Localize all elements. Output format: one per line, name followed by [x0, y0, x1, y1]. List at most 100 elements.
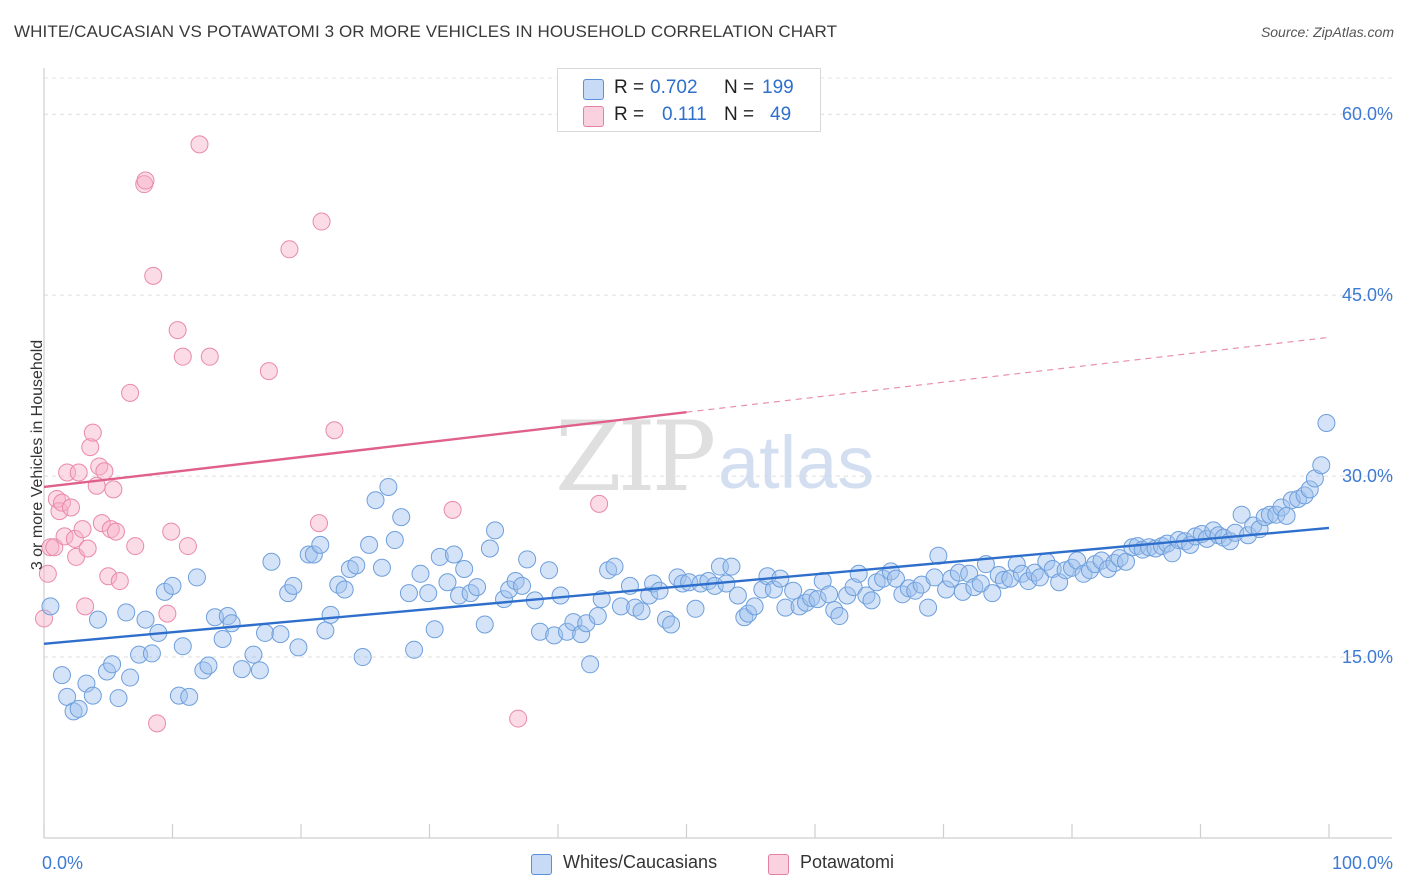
- potawatomi-point: [590, 494, 609, 513]
- whites-point: [784, 581, 803, 600]
- whites-point: [430, 547, 449, 566]
- legend-swatch-whites: [583, 79, 604, 100]
- potawatomi-point: [190, 135, 209, 154]
- whites-point: [199, 656, 218, 675]
- whites-point: [1295, 486, 1314, 505]
- potawatomi-point: [136, 171, 155, 190]
- potawatomi-point: [168, 321, 187, 340]
- y-axis-label: 3 or more Vehicles in Household: [29, 339, 46, 571]
- x-tick-label: 100.0%: [1332, 853, 1393, 873]
- potawatomi-point: [312, 212, 331, 231]
- potawatomi-point: [106, 522, 125, 541]
- whites-point: [130, 645, 149, 664]
- legend-r-value: 0.702: [650, 77, 698, 98]
- whites-point: [321, 605, 340, 624]
- legend-row-whites: R = 0.702 N = 199: [558, 73, 820, 101]
- potawatomi-point: [78, 539, 97, 558]
- watermark-zip: ZIP: [555, 401, 714, 513]
- bottom-legend-swatch-potawatomi: [768, 854, 789, 875]
- potawatomi-point: [73, 520, 92, 539]
- whites-point: [213, 629, 232, 648]
- whites-point: [299, 545, 318, 564]
- whites-point: [455, 559, 474, 578]
- whites-point: [468, 578, 487, 597]
- whites-point: [117, 603, 136, 622]
- whites-point: [194, 661, 213, 680]
- whites-point: [960, 564, 979, 583]
- whites-point: [187, 568, 206, 587]
- whites-point: [513, 576, 532, 595]
- whites-point: [1043, 559, 1062, 578]
- potawatomi-point: [61, 498, 80, 517]
- whites-point: [360, 535, 379, 554]
- potawatomi-point: [92, 514, 111, 533]
- whites-point: [347, 556, 366, 575]
- whites-point: [745, 597, 764, 616]
- whites-point: [205, 608, 224, 627]
- legend-r-label: R =: [614, 104, 645, 125]
- whites-point: [1232, 505, 1251, 524]
- potawatomi-point: [178, 537, 197, 556]
- legend-n-value: 49: [770, 104, 792, 125]
- whites-point: [764, 580, 783, 599]
- whites-point: [849, 564, 868, 583]
- whites-point: [739, 604, 758, 623]
- bottom-legend-label-whites: Whites/Caucasians: [563, 852, 718, 872]
- whites-point: [173, 637, 192, 656]
- whites-point: [728, 586, 747, 605]
- whites-point: [1012, 564, 1031, 583]
- whites-point: [480, 539, 499, 558]
- whites-point: [1277, 506, 1296, 525]
- whites-point: [392, 508, 411, 527]
- whites-point: [919, 598, 938, 617]
- whites-point: [577, 614, 596, 633]
- legend-row-potawatomi: R = 0.111 N = 49: [558, 100, 820, 128]
- axes: [43, 68, 1392, 839]
- whites-point: [557, 622, 576, 641]
- source-label: Source: ZipAtlas.com: [1260, 24, 1394, 40]
- whites-point: [103, 655, 122, 674]
- whites-point: [121, 668, 140, 687]
- whites-point: [222, 614, 241, 633]
- whites-point: [444, 545, 463, 564]
- whites-point: [438, 573, 457, 592]
- whites-point: [1025, 563, 1044, 582]
- whites-point: [109, 689, 128, 708]
- whites-point: [244, 645, 263, 664]
- correlation-legend: R = 0.702 N = 199 R = 0.111 N = 49: [557, 68, 821, 132]
- whites-point: [180, 687, 199, 706]
- potawatomi-point: [110, 572, 129, 591]
- whites-point: [1080, 561, 1099, 580]
- y-tick-label: 30.0%: [1342, 466, 1393, 486]
- whites-point: [540, 561, 559, 580]
- potawatomi-point: [47, 490, 66, 509]
- potawatomi-point: [38, 564, 57, 583]
- whites-point: [632, 602, 651, 621]
- whites-point: [1255, 508, 1274, 527]
- whites-point: [136, 610, 155, 629]
- potawatomi-trend-extension: [686, 336, 1330, 413]
- potawatomi-point: [95, 462, 114, 481]
- whites-point: [983, 584, 1002, 603]
- whites-point: [1163, 544, 1182, 563]
- whites-point: [284, 576, 303, 595]
- whites-point: [1068, 551, 1087, 570]
- whites-point: [588, 607, 607, 626]
- whites-point: [316, 621, 335, 640]
- whites-point: [1105, 553, 1124, 572]
- whites-point: [366, 491, 385, 510]
- whites-point: [385, 531, 404, 550]
- whites-point: [41, 597, 60, 616]
- whites-point: [605, 557, 624, 576]
- whites-point: [776, 598, 795, 617]
- legend-n-label: N =: [724, 77, 755, 98]
- whites-point: [83, 686, 102, 705]
- whites-point: [874, 569, 893, 588]
- potawatomi-trend-line: [43, 410, 687, 489]
- whites-point: [844, 578, 863, 597]
- whites-point: [335, 580, 354, 599]
- watermark: ZIP atlas: [555, 401, 874, 513]
- whites-point: [419, 584, 438, 603]
- legend-r-label: R =: [614, 77, 645, 98]
